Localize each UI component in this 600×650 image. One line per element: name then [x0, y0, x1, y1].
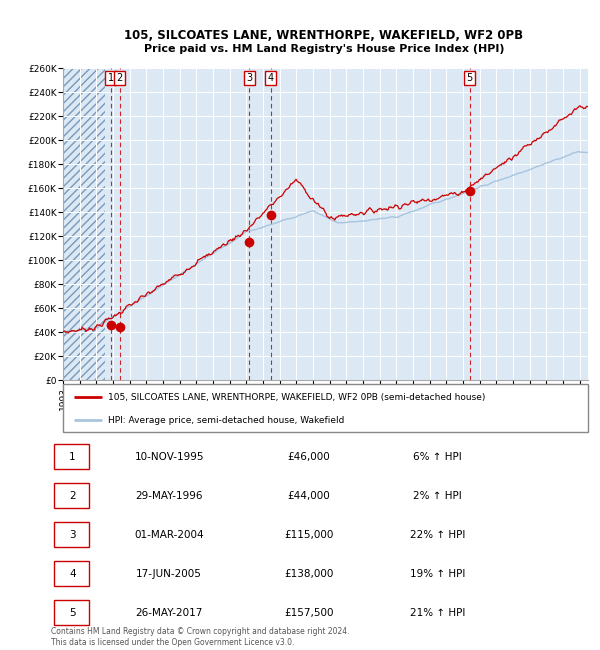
Bar — [53, 562, 89, 586]
Text: 29-MAY-1996: 29-MAY-1996 — [136, 491, 203, 501]
Text: 01-MAR-2004: 01-MAR-2004 — [134, 530, 204, 540]
Text: 19% ↑ HPI: 19% ↑ HPI — [410, 569, 466, 579]
Text: Price paid vs. HM Land Registry's House Price Index (HPI): Price paid vs. HM Land Registry's House … — [144, 44, 504, 53]
Text: £44,000: £44,000 — [287, 491, 330, 501]
Text: Contains HM Land Registry data © Crown copyright and database right 2024.
This d: Contains HM Land Registry data © Crown c… — [51, 627, 349, 647]
Text: 5: 5 — [69, 608, 76, 618]
Bar — [53, 523, 89, 547]
Bar — [53, 445, 89, 469]
Text: 105, SILCOATES LANE, WRENTHORPE, WAKEFIELD, WF2 0PB (semi-detached house): 105, SILCOATES LANE, WRENTHORPE, WAKEFIE… — [107, 393, 485, 402]
Text: 6% ↑ HPI: 6% ↑ HPI — [413, 452, 462, 462]
Text: 2: 2 — [69, 491, 76, 501]
Text: 22% ↑ HPI: 22% ↑ HPI — [410, 530, 466, 540]
Text: 1: 1 — [108, 73, 114, 83]
Text: HPI: Average price, semi-detached house, Wakefield: HPI: Average price, semi-detached house,… — [107, 415, 344, 424]
Text: 4: 4 — [69, 569, 76, 579]
Text: 5: 5 — [467, 73, 473, 83]
Text: 17-JUN-2005: 17-JUN-2005 — [136, 569, 202, 579]
Text: £157,500: £157,500 — [284, 608, 334, 618]
Bar — [53, 601, 89, 625]
Bar — [63, 68, 104, 380]
Text: 21% ↑ HPI: 21% ↑ HPI — [410, 608, 466, 618]
Text: 2% ↑ HPI: 2% ↑ HPI — [413, 491, 462, 501]
Text: £46,000: £46,000 — [287, 452, 330, 462]
Text: 2: 2 — [117, 73, 123, 83]
Text: 3: 3 — [69, 530, 76, 540]
Text: £115,000: £115,000 — [284, 530, 334, 540]
Bar — [53, 484, 89, 508]
Text: 3: 3 — [246, 73, 252, 83]
Text: 10-NOV-1995: 10-NOV-1995 — [134, 452, 204, 462]
Text: £138,000: £138,000 — [284, 569, 334, 579]
Text: 105, SILCOATES LANE, WRENTHORPE, WAKEFIELD, WF2 0PB: 105, SILCOATES LANE, WRENTHORPE, WAKEFIE… — [124, 29, 524, 42]
Text: 26-MAY-2017: 26-MAY-2017 — [136, 608, 203, 618]
Text: 4: 4 — [268, 73, 274, 83]
Text: 1: 1 — [69, 452, 76, 462]
